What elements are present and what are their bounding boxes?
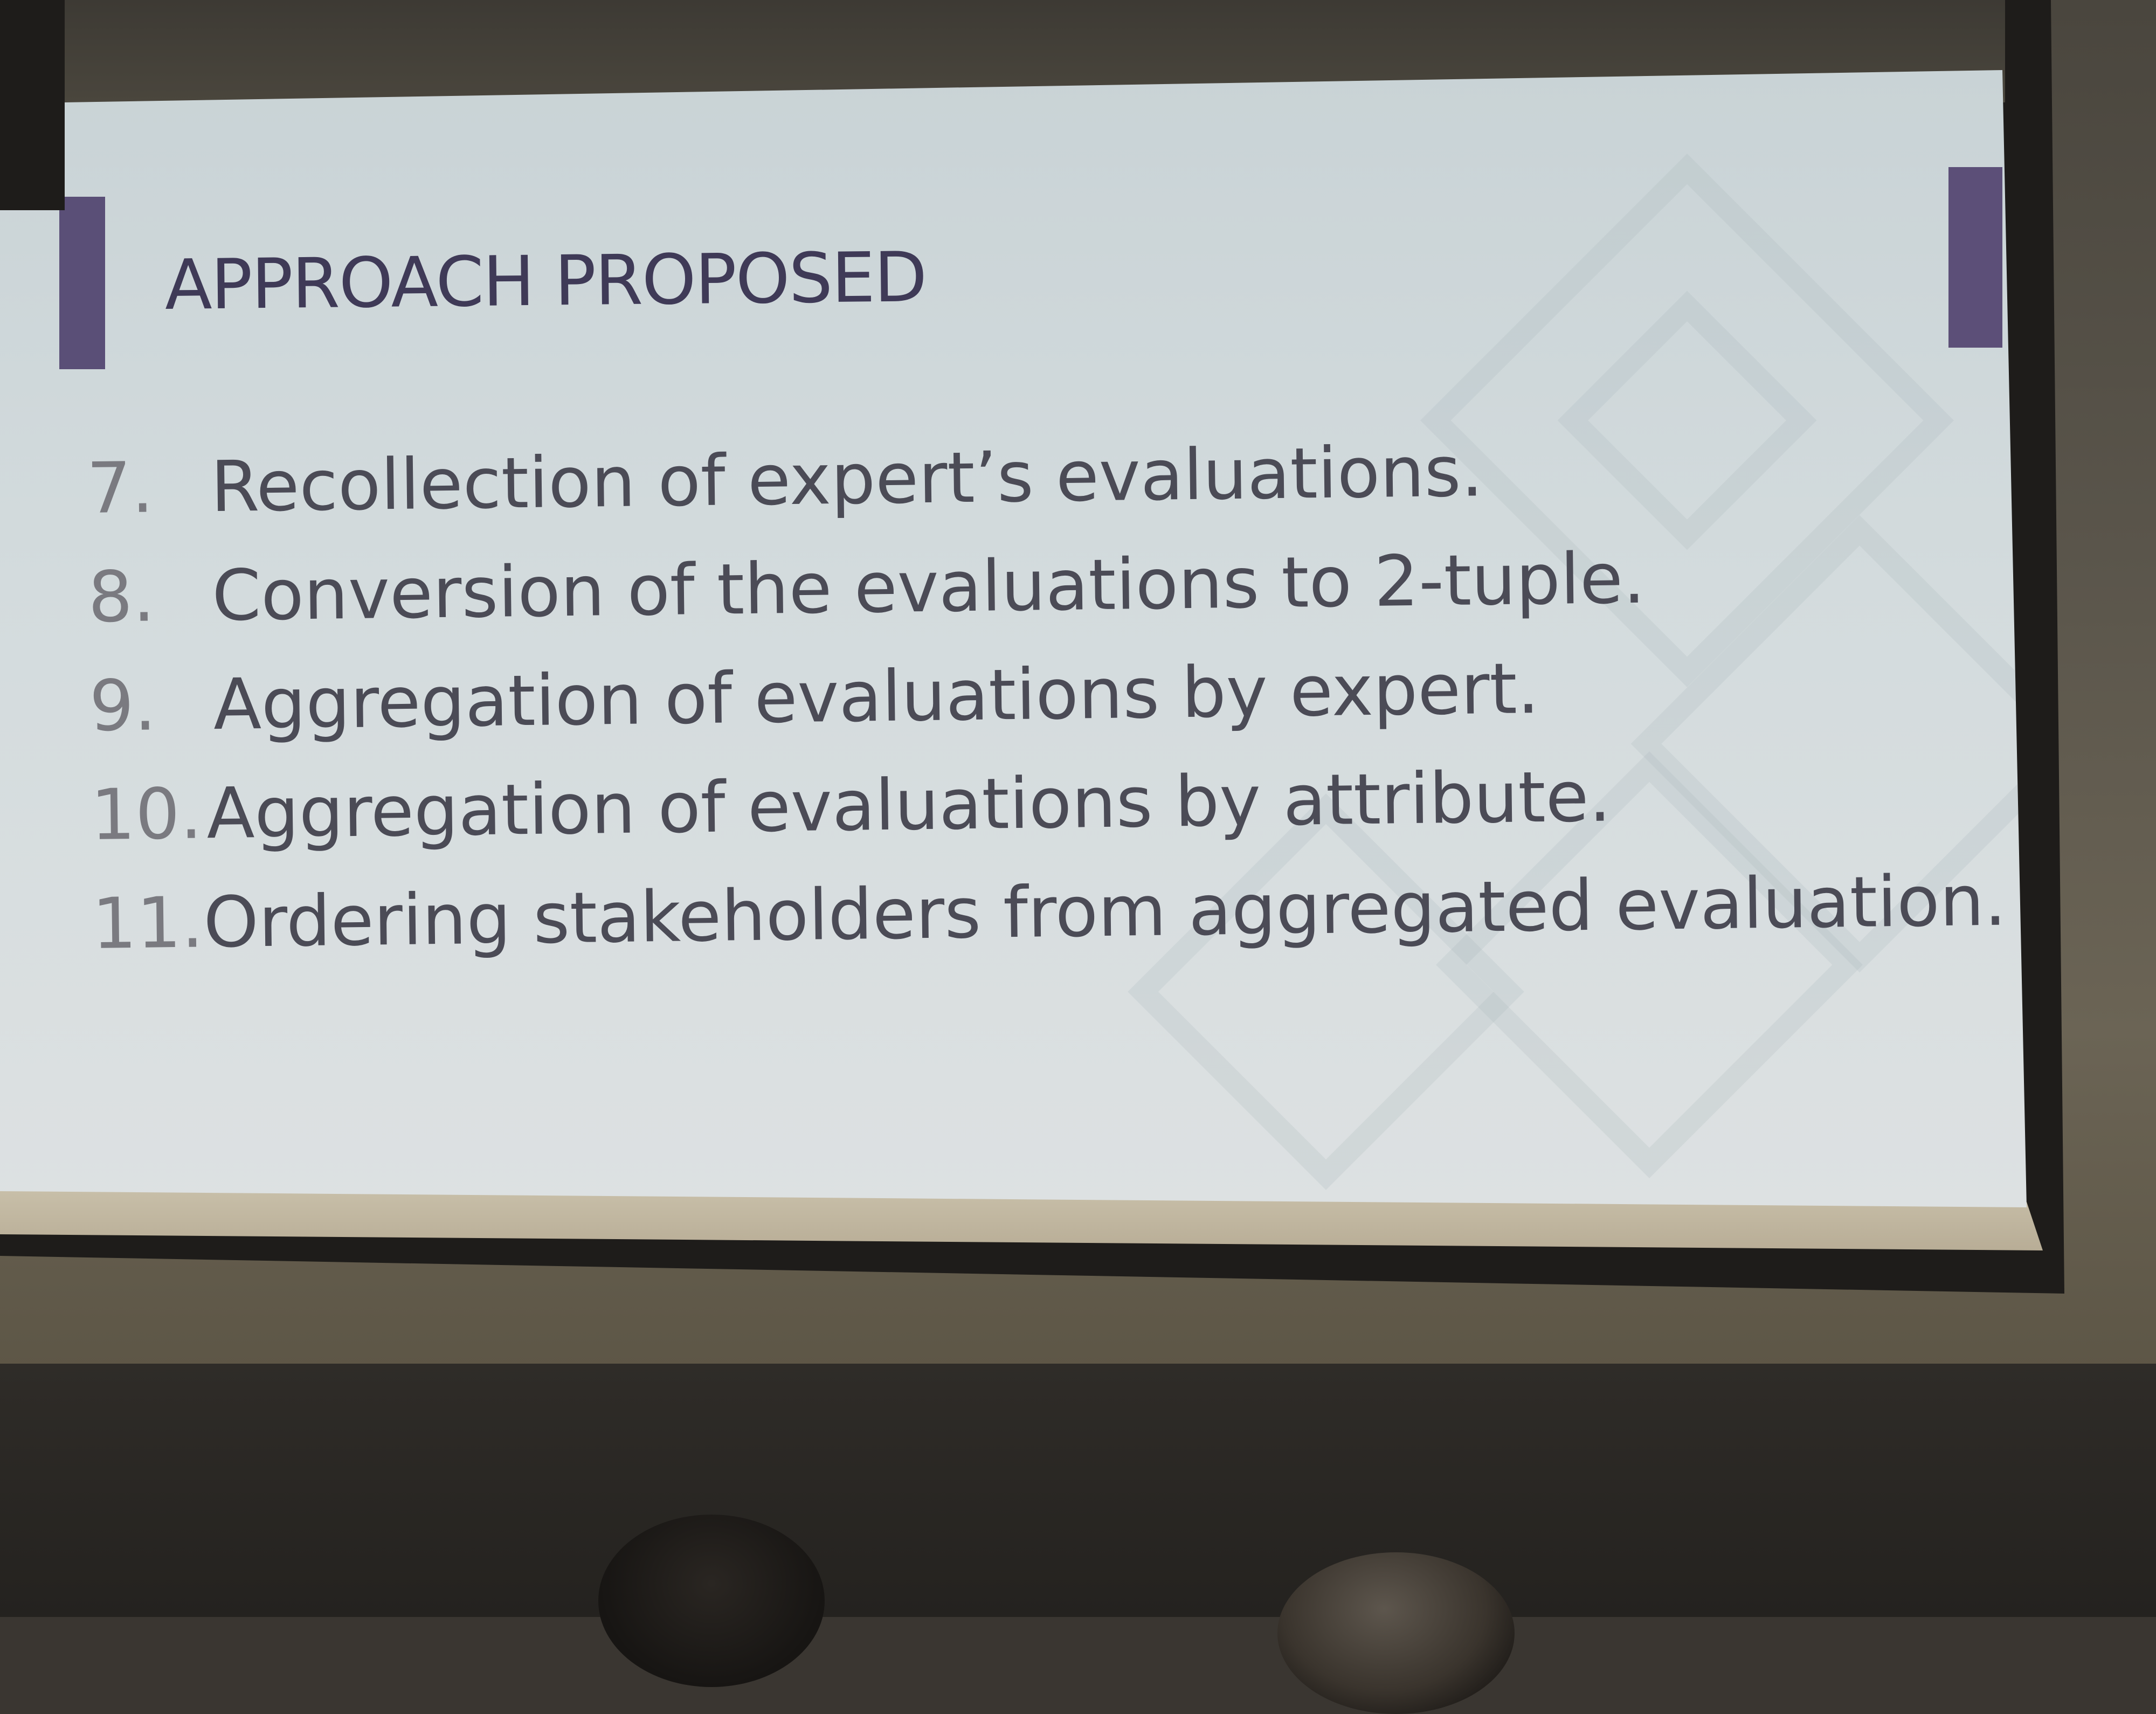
audience-head	[598, 1515, 825, 1687]
list-item-number: 9.	[88, 664, 157, 747]
list-item: 11. Ordering stakeholders from aggregate…	[91, 860, 2007, 992]
list-item-number: 8.	[87, 555, 156, 638]
numbered-step-list: 7. Recollection of expert’s evaluations.…	[86, 424, 2007, 992]
projected-slide: APPROACH PROPOSED 7. Recollection of exp…	[0, 70, 2027, 1207]
list-item-number: 11.	[91, 881, 204, 965]
list-item-number: 10.	[90, 772, 203, 856]
title-accent-bar-right	[1948, 167, 2002, 348]
list-item-text: Aggregation of evaluations by attribute.	[206, 755, 1612, 855]
list-item-text: Conversion of the evaluations to 2-tuple…	[211, 537, 1646, 637]
room-lower-area	[0, 1364, 2156, 1617]
list-item-number: 7.	[86, 446, 154, 529]
audience-heads	[0, 1509, 2156, 1714]
title-accent-bar-left	[59, 197, 105, 369]
audience-head	[1277, 1552, 1515, 1714]
list-item-text: Aggregation of evaluations by expert.	[212, 647, 1540, 746]
slide-title: APPROACH PROPOSED	[164, 237, 927, 326]
list-item-text: Recollection of expert’s evaluations.	[210, 430, 1484, 528]
